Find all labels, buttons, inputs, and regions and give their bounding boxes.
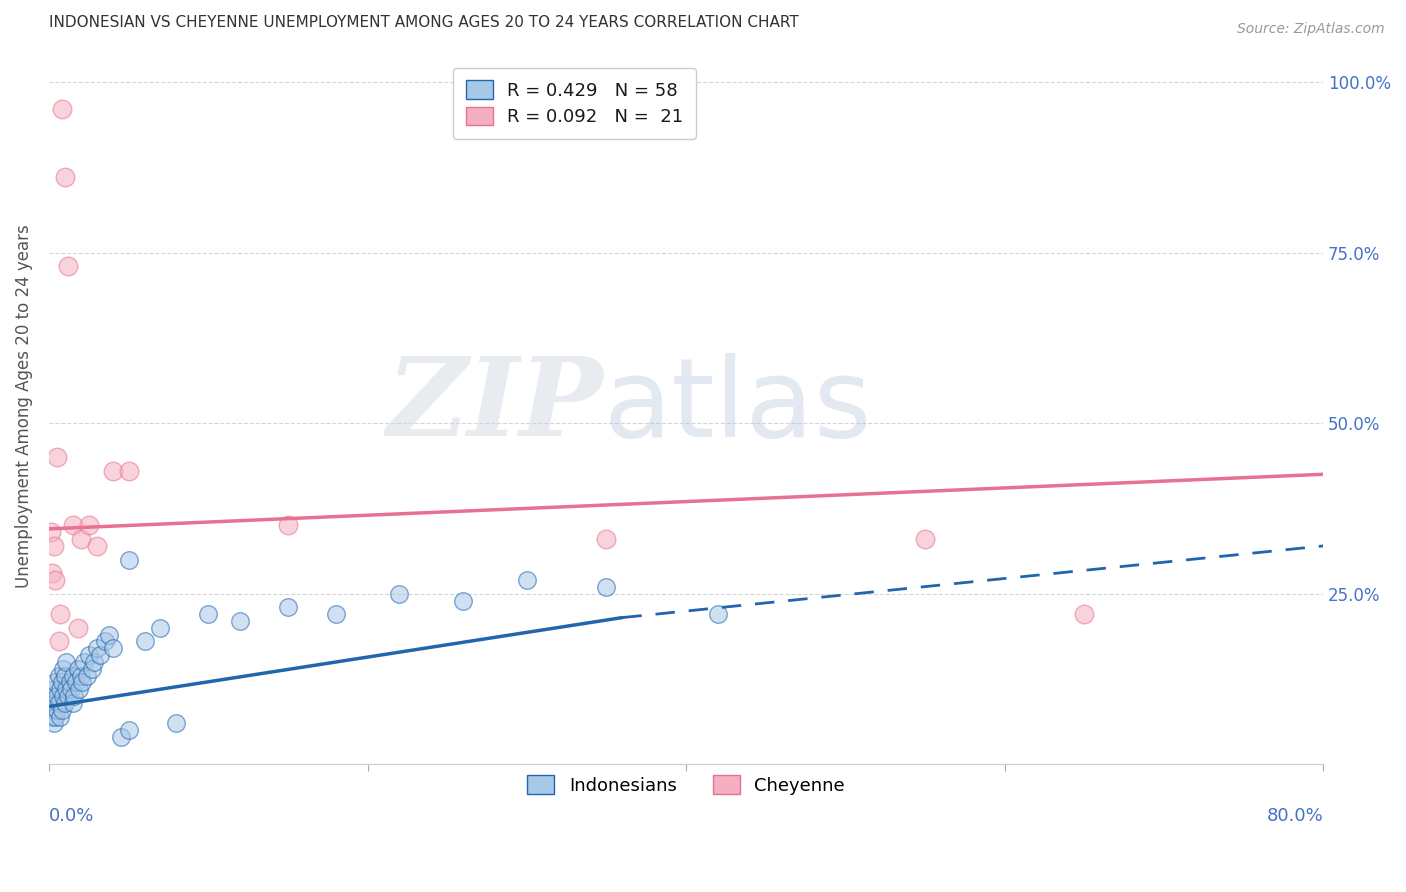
Point	[110, 730, 132, 744]
Point	[516, 573, 538, 587]
Point	[117, 464, 139, 478]
Point	[39, 703, 62, 717]
Point	[41, 566, 63, 581]
Point	[62, 696, 84, 710]
Point	[451, 593, 474, 607]
Point	[42, 539, 65, 553]
Point	[53, 696, 76, 710]
Point	[52, 689, 75, 703]
Point	[277, 518, 299, 533]
Point	[45, 703, 67, 717]
Point	[134, 634, 156, 648]
Legend: Indonesians, Cheyenne: Indonesians, Cheyenne	[513, 761, 859, 809]
Point	[51, 675, 73, 690]
Point	[1073, 607, 1095, 622]
Point	[388, 587, 411, 601]
Point	[48, 634, 70, 648]
Point	[65, 675, 87, 690]
Point	[80, 662, 103, 676]
Point	[89, 648, 111, 662]
Point	[83, 655, 105, 669]
Point	[41, 709, 63, 723]
Point	[67, 682, 90, 697]
Y-axis label: Unemployment Among Ages 20 to 24 years: Unemployment Among Ages 20 to 24 years	[15, 224, 32, 588]
Point	[51, 102, 73, 116]
Point	[53, 170, 76, 185]
Point	[117, 723, 139, 738]
Point	[86, 539, 108, 553]
Point	[77, 518, 100, 533]
Point	[98, 627, 121, 641]
Point	[101, 641, 124, 656]
Point	[197, 607, 219, 622]
Point	[48, 668, 70, 682]
Point	[72, 675, 94, 690]
Point	[325, 607, 347, 622]
Point	[277, 600, 299, 615]
Point	[595, 532, 617, 546]
Point	[55, 655, 77, 669]
Point	[59, 675, 82, 690]
Point	[229, 614, 252, 628]
Point	[55, 682, 77, 697]
Point	[45, 450, 67, 465]
Text: INDONESIAN VS CHEYENNE UNEMPLOYMENT AMONG AGES 20 TO 24 YEARS CORRELATION CHART: INDONESIAN VS CHEYENNE UNEMPLOYMENT AMON…	[49, 15, 799, 30]
Point	[86, 641, 108, 656]
Point	[42, 696, 65, 710]
Point	[66, 662, 89, 676]
Point	[56, 689, 79, 703]
Point	[49, 682, 72, 697]
Point	[595, 580, 617, 594]
Point	[52, 662, 75, 676]
Point	[707, 607, 730, 622]
Point	[165, 716, 187, 731]
Point	[41, 689, 63, 703]
Point	[73, 655, 96, 669]
Point	[42, 682, 65, 697]
Text: Source: ZipAtlas.com: Source: ZipAtlas.com	[1237, 22, 1385, 37]
Point	[69, 532, 91, 546]
Point	[44, 709, 66, 723]
Point	[42, 716, 65, 731]
Text: 80.0%: 80.0%	[1267, 807, 1323, 825]
Point	[66, 621, 89, 635]
Point	[60, 682, 83, 697]
Point	[53, 668, 76, 682]
Point	[69, 668, 91, 682]
Point	[93, 634, 115, 648]
Point	[63, 689, 86, 703]
Point	[48, 696, 70, 710]
Point	[77, 648, 100, 662]
Text: atlas: atlas	[603, 352, 872, 459]
Point	[62, 518, 84, 533]
Text: 0.0%: 0.0%	[49, 807, 94, 825]
Point	[117, 552, 139, 566]
Text: ZIP: ZIP	[387, 352, 603, 459]
Point	[101, 464, 124, 478]
Point	[44, 675, 66, 690]
Point	[49, 709, 72, 723]
Point	[44, 573, 66, 587]
Point	[51, 703, 73, 717]
Point	[149, 621, 172, 635]
Point	[45, 689, 67, 703]
Point	[76, 668, 98, 682]
Point	[49, 607, 72, 622]
Point	[914, 532, 936, 546]
Point	[39, 525, 62, 540]
Point	[56, 259, 79, 273]
Point	[62, 668, 84, 682]
